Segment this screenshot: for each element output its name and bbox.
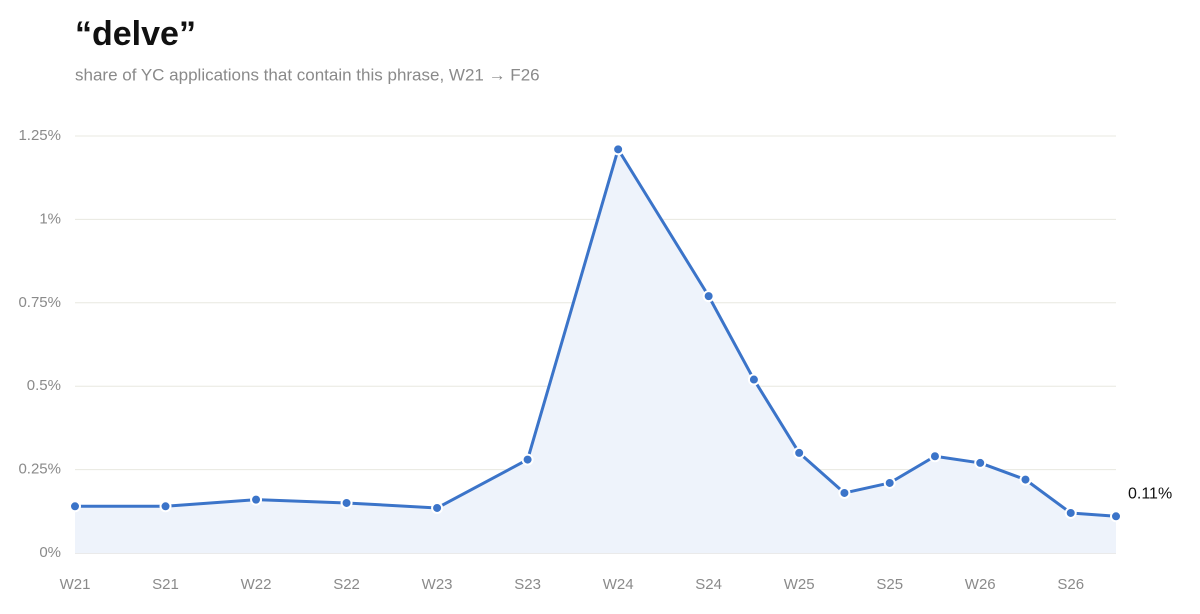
y-tick-label: 0.5%	[27, 377, 61, 394]
y-tick-label: 0%	[39, 544, 61, 561]
y-tick-label: 0.25%	[18, 461, 61, 478]
point	[838, 486, 851, 499]
x-tick-label: W21	[60, 576, 91, 593]
point	[159, 500, 172, 513]
point	[69, 500, 81, 513]
point	[612, 143, 625, 156]
chart-title: “delve”	[75, 15, 196, 53]
x-tick-label: S26	[1057, 576, 1084, 593]
x-tick-label: W24	[603, 576, 634, 593]
point	[340, 496, 353, 509]
point	[250, 493, 263, 506]
y-tick-label: 0.75%	[18, 294, 61, 311]
y-tick-label: 1%	[39, 210, 61, 227]
point	[431, 501, 444, 514]
point	[747, 373, 760, 386]
area	[75, 149, 1116, 553]
point	[702, 290, 715, 303]
x-tick-label: S25	[876, 576, 903, 593]
x-tick-label: S21	[152, 576, 179, 593]
point	[521, 453, 534, 466]
point	[1110, 510, 1122, 523]
chart-subtitle: share of YC applications that contain th…	[75, 65, 540, 84]
x-tick-label: S24	[695, 576, 722, 593]
value-label: 0.11%	[1128, 486, 1172, 503]
x-tick-label: S23	[514, 576, 541, 593]
x-tick-label: W23	[422, 576, 453, 593]
point	[928, 450, 941, 463]
point	[1019, 473, 1032, 486]
x-tick-label: S22	[333, 576, 360, 593]
point	[883, 476, 896, 489]
x-tick-label: W26	[965, 576, 996, 593]
point	[793, 446, 806, 459]
x-tick-label: W25	[784, 576, 815, 593]
point	[1064, 506, 1077, 519]
y-tick-label: 1.25%	[18, 127, 61, 144]
point	[974, 456, 987, 469]
x-tick-label: W22	[241, 576, 272, 593]
